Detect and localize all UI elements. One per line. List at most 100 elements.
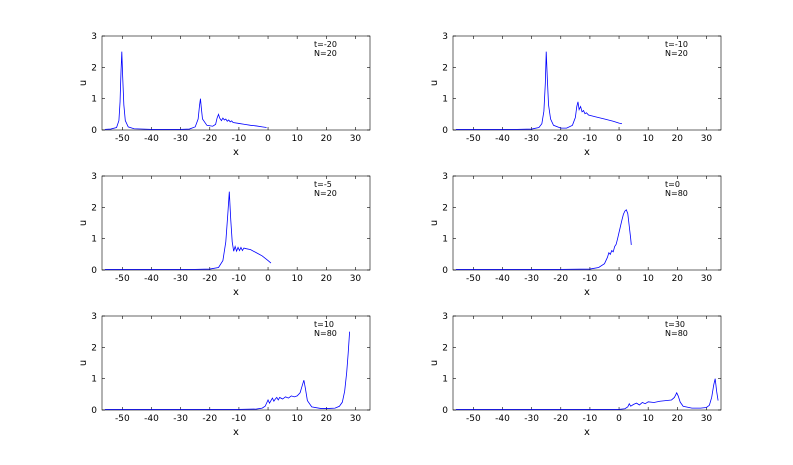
x-tick-label: -40: [495, 414, 510, 424]
annotation-label: N=80: [314, 329, 337, 338]
x-tick-label: 30: [701, 414, 713, 424]
x-tick-label: 10: [642, 134, 654, 144]
x-axis-label: x: [233, 287, 239, 298]
subplot-4: -50 -40 -30 -20 -10 0 10 20 30 0 1 2 3 x u t=0N=80: [429, 172, 722, 298]
series-line: [455, 378, 719, 410]
annotation-label: N=80: [665, 189, 688, 198]
x-tick-label: 0: [616, 414, 622, 424]
plot-frame: [101, 315, 371, 411]
y-axis-label: u: [429, 360, 440, 366]
x-tick-label: -10: [232, 134, 247, 144]
y-tick-label: 2: [91, 203, 97, 213]
x-axis-label: x: [584, 287, 590, 298]
subplot-1: -50 -40 -30 -20 -10 0 10 20 30 0 1 2 3 x u t=-20N=20: [78, 32, 371, 158]
x-tick-label: 10: [642, 414, 654, 424]
x-tick-label: 30: [350, 414, 362, 424]
y-axis-label: u: [78, 80, 89, 86]
subplot-3: -50 -40 -30 -20 -10 0 10 20 30 0 1 2 3 x u t=-5N=20: [78, 172, 371, 298]
y-tick-label: 1: [442, 375, 448, 385]
y-tick-label: 1: [442, 235, 448, 245]
x-tick-label: -10: [583, 274, 598, 284]
series-line: [104, 191, 272, 270]
x-tick-label: -20: [202, 274, 217, 284]
annotation-label: t=30: [665, 320, 685, 329]
y-tick-label: 0: [442, 266, 448, 276]
y-axis-label: u: [78, 360, 89, 366]
y-tick-label: 1: [91, 95, 97, 105]
annotation-label: N=20: [665, 49, 688, 58]
x-tick-label: -40: [144, 134, 159, 144]
x-tick-label: -10: [583, 134, 598, 144]
y-axis-label: u: [429, 80, 440, 86]
x-tick-label: -50: [115, 274, 130, 284]
x-tick-label: 10: [291, 414, 303, 424]
plot-frame: [452, 315, 722, 411]
y-tick-label: 2: [91, 343, 97, 353]
x-tick-label: 20: [321, 414, 333, 424]
x-tick-label: -50: [466, 274, 481, 284]
y-tick-label: 1: [91, 375, 97, 385]
x-tick-label: 10: [291, 274, 303, 284]
y-tick-label: 3: [442, 172, 448, 182]
x-tick-label: -40: [144, 414, 159, 424]
y-tick-label: 3: [442, 312, 448, 322]
x-tick-label: 0: [265, 414, 271, 424]
y-tick-label: 1: [91, 235, 97, 245]
series-line: [104, 51, 267, 130]
x-axis-label: x: [584, 147, 590, 158]
x-tick-label: -30: [524, 134, 539, 144]
plot-frame: [101, 175, 371, 271]
x-tick-label: -50: [115, 414, 130, 424]
subplot-5: -50 -40 -30 -20 -10 0 10 20 30 0 1 2 3 x u t=10N=80: [78, 312, 371, 438]
x-tick-label: -20: [202, 134, 217, 144]
x-tick-label: -10: [232, 414, 247, 424]
subplot-6: -50 -40 -30 -20 -10 0 10 20 30 0 1 2 3 x u t=30N=80: [429, 312, 722, 438]
annotation-label: t=-20: [314, 40, 337, 49]
annotation-label: t=-10: [665, 40, 688, 49]
x-tick-label: -50: [115, 134, 130, 144]
x-tick-label: -30: [524, 274, 539, 284]
x-tick-label: -30: [173, 274, 188, 284]
x-tick-label: 20: [672, 134, 684, 144]
y-tick-label: 1: [442, 95, 448, 105]
x-tick-label: -20: [202, 414, 217, 424]
y-tick-label: 0: [442, 126, 448, 136]
y-tick-label: 2: [442, 343, 448, 353]
x-tick-label: -40: [495, 274, 510, 284]
y-tick-label: 2: [442, 63, 448, 73]
x-tick-label: 10: [642, 274, 654, 284]
x-tick-label: 20: [321, 274, 333, 284]
x-tick-label: -20: [553, 414, 568, 424]
y-axis-label: u: [429, 220, 440, 226]
x-tick-label: -30: [173, 134, 188, 144]
x-tick-label: 10: [291, 134, 303, 144]
x-tick-label: -50: [466, 134, 481, 144]
x-tick-label: 30: [350, 274, 362, 284]
x-tick-label: 0: [265, 274, 271, 284]
annotation-label: N=20: [314, 189, 337, 198]
y-tick-label: 3: [442, 32, 448, 42]
series-line: [104, 331, 351, 410]
plot-frame: [452, 35, 722, 131]
x-tick-label: 0: [616, 274, 622, 284]
subplot-2: -50 -40 -30 -20 -10 0 10 20 30 0 1 2 3 x u t=-10N=20: [429, 32, 722, 158]
y-tick-label: 3: [91, 312, 97, 322]
plot-frame: [452, 175, 722, 271]
x-tick-label: -10: [583, 414, 598, 424]
x-axis-label: x: [584, 427, 590, 438]
annotation-label: N=20: [314, 49, 337, 58]
x-axis-label: x: [233, 427, 239, 438]
x-tick-label: -50: [466, 414, 481, 424]
annotation-label: t=-5: [314, 180, 332, 189]
y-tick-label: 3: [91, 32, 97, 42]
y-tick-label: 2: [91, 63, 97, 73]
x-tick-label: -40: [144, 274, 159, 284]
annotation-label: N=80: [665, 329, 688, 338]
y-tick-label: 0: [91, 126, 97, 136]
x-tick-label: 20: [672, 414, 684, 424]
x-tick-label: -20: [553, 274, 568, 284]
x-tick-label: -40: [495, 134, 510, 144]
y-tick-label: 0: [91, 266, 97, 276]
annotation-label: t=0: [665, 180, 680, 189]
